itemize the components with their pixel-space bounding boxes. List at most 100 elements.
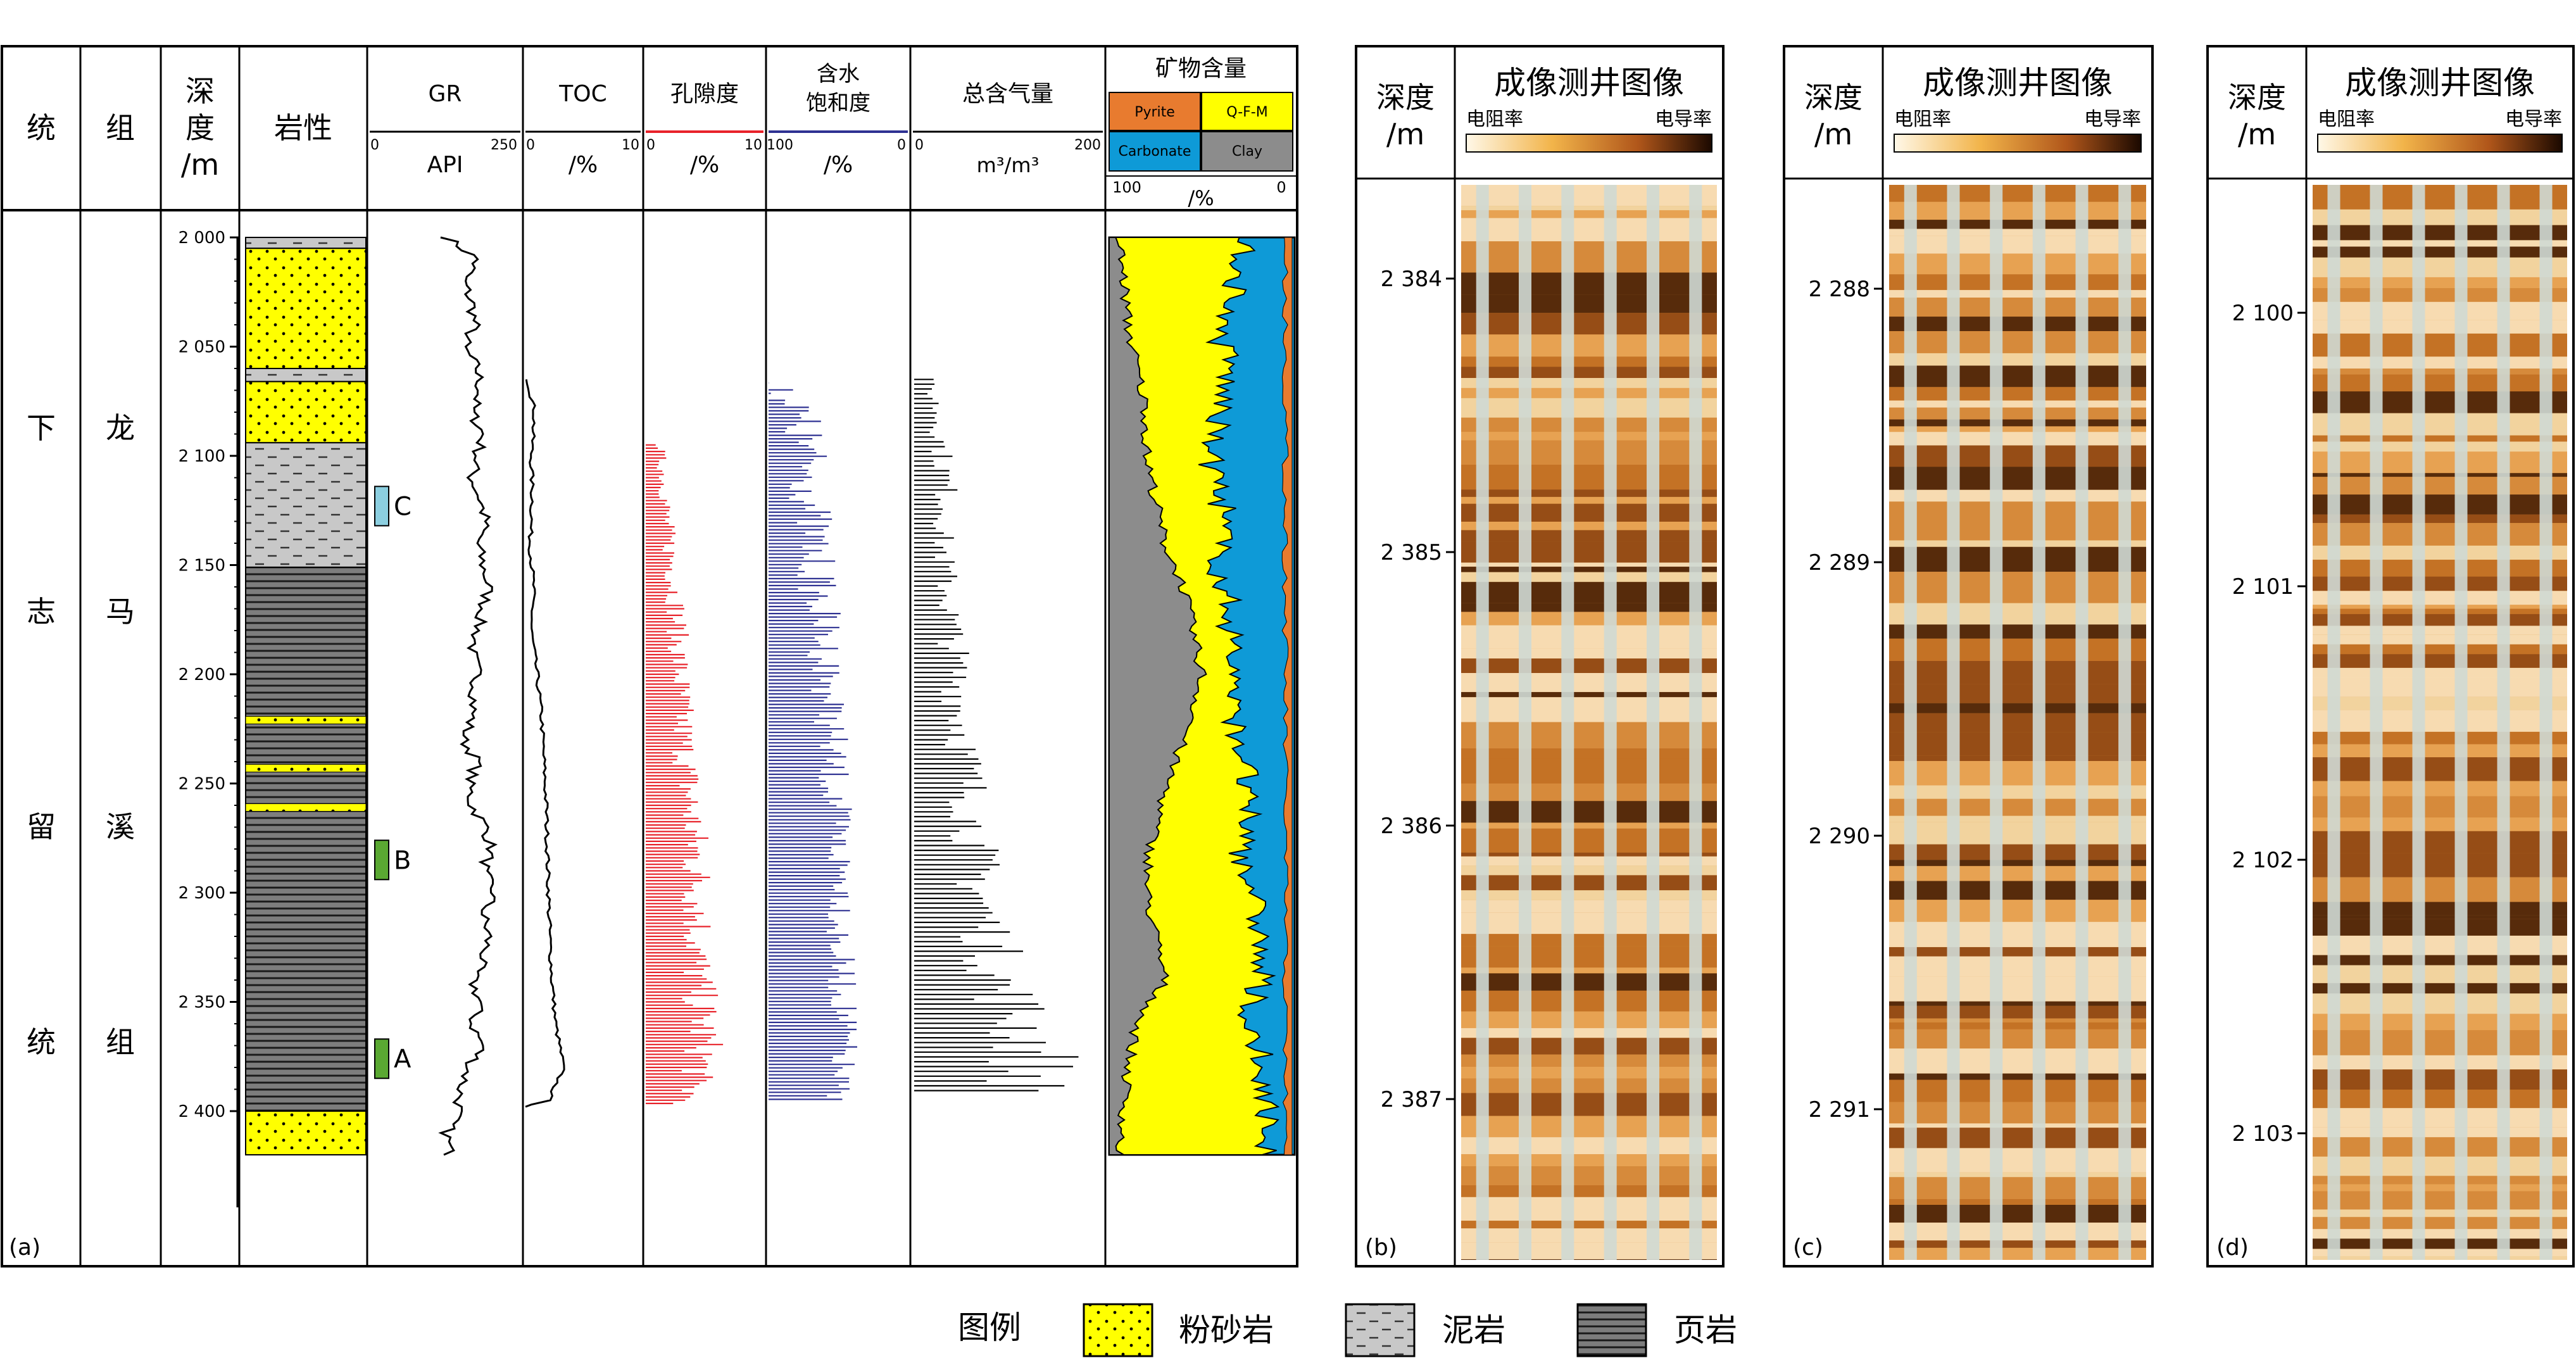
- header-sw-min: 100: [767, 137, 793, 153]
- image-log-band: [1461, 1028, 1717, 1038]
- image-log-band: [2313, 667, 2567, 678]
- depth-ticks: 2 000 2 050 2 100 2 150 2 200 2 250 2 300 2 350…: [179, 229, 239, 1121]
- image-log-band: [1461, 865, 1717, 876]
- image-log-band: [1461, 1197, 1717, 1221]
- image-log-band: [1461, 378, 1717, 388]
- image-log-band: [1889, 580, 2146, 603]
- image-log-band: [1889, 1029, 2146, 1049]
- header-sw-max: 0: [897, 137, 906, 153]
- image-log-pad-gap: [1519, 185, 1531, 1260]
- image-log-band: [1889, 1247, 2146, 1260]
- image-log-band: [1461, 465, 1717, 490]
- image-log-band: [1461, 572, 1717, 582]
- image-log-pad-gap: [2075, 185, 2089, 1260]
- image-log-band: [2313, 781, 2567, 796]
- image-log-band: [2313, 1069, 2567, 1090]
- legend: 图例 粉砂岩 泥岩 页岩: [958, 1303, 1737, 1357]
- header-depth-2: 度: [185, 111, 215, 145]
- image-log-band: [2313, 710, 2567, 732]
- mineral-pyrite-area: [1281, 237, 1293, 1155]
- image-log-band: [1461, 541, 1717, 563]
- image-log-band: [1461, 218, 1717, 242]
- image-log-band: [1889, 661, 2146, 684]
- image-log-band: [1889, 900, 2146, 922]
- panel-a-frame: [1, 45, 1298, 1268]
- image-panel-color-scale: [1466, 134, 1712, 153]
- image-log-band: [2313, 368, 2567, 375]
- image-log-pad-gap: [1561, 185, 1574, 1260]
- mineral-legend-clay-swatch: [1201, 131, 1293, 172]
- image-log-band: [2313, 1238, 2567, 1249]
- legend-mudstone-label: 泥岩: [1442, 1312, 1505, 1349]
- image-log-band: [2313, 731, 2567, 745]
- image-panel-color-scale: [1894, 134, 2142, 153]
- header-gr-unit: API: [427, 152, 463, 178]
- image-log-band: [2313, 545, 2567, 560]
- image-log-band: [1461, 658, 1717, 673]
- zu-char-1: 龙: [106, 411, 135, 445]
- image-log-band: [2313, 391, 2567, 413]
- tong-char-4: 统: [27, 1025, 56, 1059]
- marker-B-box: [374, 840, 389, 881]
- header-gas-unit: m³/m³: [977, 153, 1040, 177]
- image-log-band: [2313, 277, 2567, 289]
- image-log-band: [1889, 1148, 2146, 1173]
- mineral-legend-qfm-label: Q-F-M: [1226, 104, 1267, 120]
- gr-curve: [438, 236, 498, 1156]
- image-log-band: [1889, 407, 2146, 420]
- header-sw-unit: /%: [824, 152, 853, 178]
- header-gr-max: 250: [491, 137, 517, 153]
- image-panel-scale-left-label: 电阻率: [1894, 108, 1951, 130]
- image-log-band: [2313, 817, 2567, 831]
- image-log-band: [1461, 673, 1717, 693]
- image-log-band: [1461, 417, 1717, 432]
- lithology-bed-siltstone: [245, 1110, 367, 1155]
- image-panel-tick-label: 2 385: [1381, 540, 1442, 565]
- porosity-track: [646, 444, 724, 1105]
- image-log-pad-gap: [2032, 185, 2045, 1260]
- image-panel-scale-right-label: 电导率: [1655, 108, 1712, 130]
- image-log-band: [1461, 625, 1717, 649]
- image-log-band: [1461, 1154, 1717, 1167]
- image-log-band: [1889, 489, 2146, 502]
- image-log-band: [2313, 477, 2567, 495]
- lithology-bed-mudstone: [245, 442, 367, 568]
- depth-tick-label: 2 050: [179, 338, 225, 357]
- header-mineral-unit: /%: [1188, 186, 1214, 210]
- image-log-band: [1889, 1177, 2146, 1200]
- image-log-band: [1889, 185, 2146, 202]
- image-log-band: [1461, 990, 1717, 1012]
- image-log-band: [1889, 956, 2146, 977]
- image-log-band: [1461, 1185, 1717, 1197]
- image-panel-label: (d): [2216, 1235, 2249, 1261]
- image-log-band: [2313, 413, 2567, 436]
- image-log-band: [2313, 288, 2567, 302]
- image-log-band: [2313, 831, 2567, 853]
- image-log-band: [2313, 1184, 2567, 1192]
- mineral-legend-carbonate-swatch: [1109, 131, 1201, 172]
- image-log-band: [2313, 983, 2567, 994]
- image-log-band: [1461, 210, 1717, 218]
- image-log-pad-gap: [1689, 185, 1702, 1260]
- image-log-band: [2313, 1256, 2567, 1260]
- lithology-column: [245, 237, 367, 1155]
- image-panel-tick-label: 2 102: [2232, 848, 2294, 873]
- image-panel-title: 成像测井图像: [1494, 65, 1684, 101]
- image-log-band: [1889, 540, 2146, 547]
- image-log-band: [1889, 684, 2146, 703]
- image-log-band: [1461, 729, 1717, 749]
- image-log-band: [1461, 697, 1717, 722]
- image-log-band: [1889, 467, 2146, 490]
- image-log-band: [2313, 1108, 2567, 1128]
- image-log-band: [1461, 722, 1717, 730]
- image-panel-depth-label: 深度: [2228, 80, 2286, 115]
- image-log-band: [2313, 1191, 2567, 1210]
- header-mineral-title: 矿物含量: [1155, 56, 1247, 82]
- image-log-pad-gap: [2370, 185, 2383, 1260]
- image-log-band: [2313, 757, 2567, 781]
- image-log-pad-gap: [2118, 185, 2132, 1260]
- image-log-pad-gap: [1904, 185, 1917, 1260]
- image-log-band: [2313, 853, 2567, 878]
- marker-A-box: [374, 1038, 389, 1079]
- header-gas-max: 200: [1074, 137, 1101, 153]
